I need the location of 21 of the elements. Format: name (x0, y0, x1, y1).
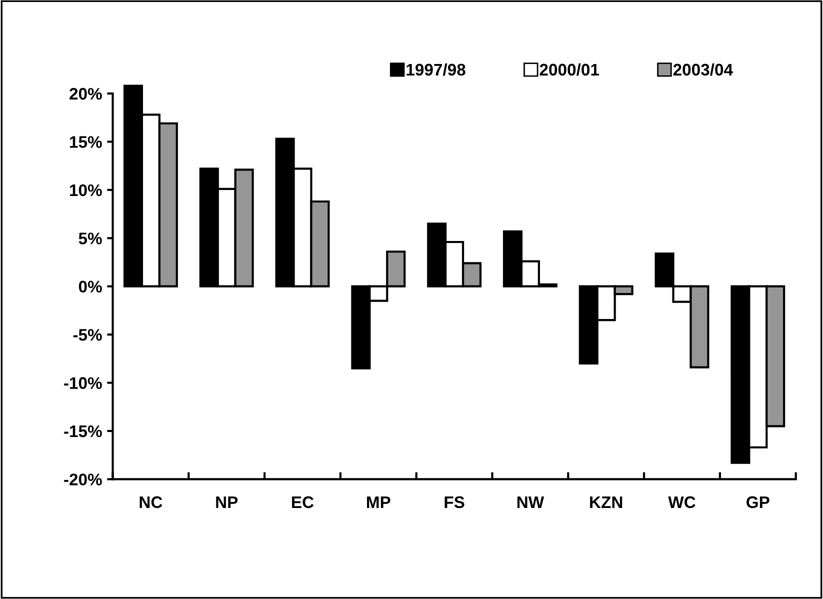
y-tick-label: -15% (64, 425, 102, 438)
y-tick-label: -10% (64, 377, 102, 389)
y-tick-label: 0% (78, 280, 102, 293)
y-tick-label: -20% (64, 474, 102, 486)
y-tick-label: 20% (70, 88, 102, 100)
x-tick-label: NP (216, 496, 238, 508)
legend-label: 2000/01 (540, 63, 599, 76)
x-tick-label: NW (517, 496, 544, 508)
y-tick-label: 5% (78, 232, 102, 244)
x-tick-label: FS (444, 496, 464, 508)
legend-label: 1997/98 (406, 63, 466, 76)
x-tick-label: GP (746, 496, 770, 508)
x-tick-label: KZN (590, 496, 622, 508)
y-tick-label: 15% (70, 136, 102, 148)
x-tick-label: WC (668, 496, 696, 508)
legend-label: 2003/04 (673, 63, 733, 76)
y-tick-label: 10% (70, 184, 102, 196)
x-tick-label: NC (140, 496, 162, 508)
x-tick-label: MP (367, 496, 390, 508)
x-tick-label: EC (292, 496, 314, 508)
y-tick-label: -5% (73, 329, 102, 341)
